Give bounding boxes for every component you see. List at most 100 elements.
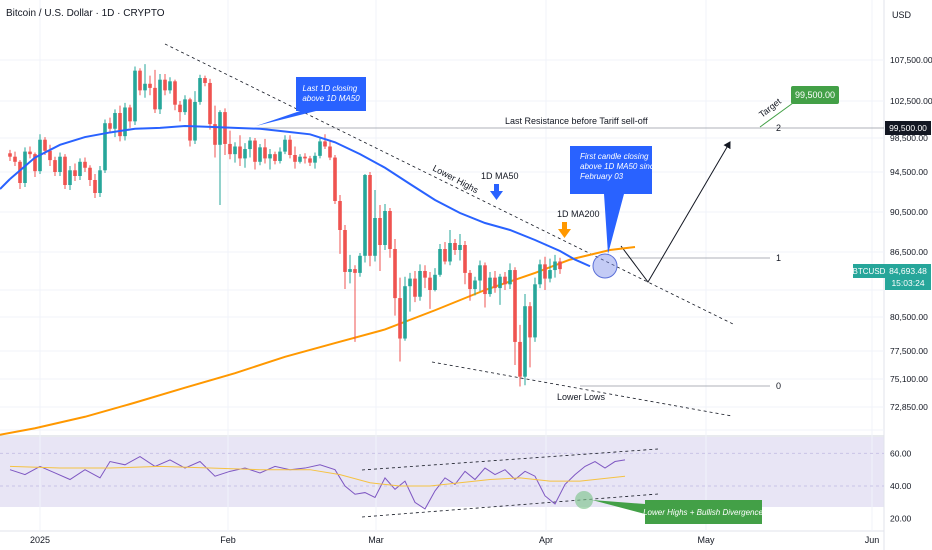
candle-body: [453, 243, 457, 250]
candle-body: [358, 255, 362, 273]
candle-body: [88, 167, 92, 180]
candle-body: [143, 83, 147, 91]
candle-body: [558, 261, 562, 270]
candle-body: [43, 139, 47, 151]
candle-body: [183, 99, 187, 113]
candle: [333, 155, 337, 204]
candle: [423, 265, 427, 289]
candle: [418, 264, 422, 301]
candle: [378, 205, 382, 271]
target-price-tag-text: 99,500.00: [889, 123, 927, 133]
candle-body: [118, 113, 122, 137]
candle: [128, 104, 132, 128]
candle: [548, 258, 552, 283]
candle: [138, 68, 142, 96]
candle-body: [113, 113, 117, 129]
candle-body: [308, 158, 312, 163]
candle-body: [313, 155, 317, 163]
candle-body: [228, 143, 232, 155]
candle-body: [33, 154, 37, 172]
candle-body: [468, 272, 472, 290]
candle-body: [368, 175, 372, 256]
candle: [553, 254, 557, 278]
current-price: 84,693.48: [889, 266, 927, 276]
rsi-tick-label: 20.00: [890, 514, 912, 524]
candle: [293, 146, 297, 169]
candle: [118, 105, 122, 142]
candle: [153, 69, 157, 114]
candle-body: [63, 156, 67, 185]
candle: [8, 149, 12, 161]
price-axis[interactable]: 107,500.00 102,500.00 98,500.00 94,500.00 90…: [890, 55, 932, 412]
first-candle-bubble: First candle closing above 1D MA50 since…: [570, 146, 661, 254]
candle-body: [278, 151, 282, 161]
candle-body: [533, 284, 537, 338]
candle: [478, 260, 482, 292]
candle: [443, 242, 447, 265]
candle: [83, 157, 87, 172]
candle-body: [493, 277, 497, 289]
candle-body: [98, 170, 102, 193]
svg-text:First candle closing abo: First candle closing above 1D MA50 since…: [580, 152, 661, 181]
candle: [558, 257, 562, 274]
last-resistance-label: Last Resistance before Tariff sell-off: [505, 116, 648, 126]
candle: [483, 262, 487, 308]
candle-body: [248, 140, 252, 150]
candle-body: [213, 124, 217, 145]
price-tick-label: 77,500.00: [890, 346, 928, 356]
candle: [438, 244, 442, 277]
candle-body: [538, 264, 542, 285]
candle: [248, 137, 252, 158]
time-axis[interactable]: 2025 Feb Mar Apr May Jun: [30, 535, 879, 545]
rsi-lower-channel: [361, 493, 659, 518]
candle: [533, 277, 537, 342]
candle-body: [148, 83, 152, 88]
candle: [513, 267, 517, 365]
last-close-line-1: Last 1D closing: [303, 84, 358, 93]
candle: [468, 270, 472, 301]
chart-title: Bitcoin / U.S. Dollar · 1D · CRYPTO: [6, 8, 165, 19]
candle: [58, 152, 62, 176]
candle-body: [273, 154, 277, 161]
candle-body: [203, 78, 207, 83]
candle-body: [298, 156, 302, 162]
candle-body: [373, 218, 377, 256]
candle: [78, 158, 82, 180]
target-connector: [759, 102, 794, 128]
candle-body: [338, 201, 342, 230]
candle-body: [413, 278, 417, 297]
candle-body: [528, 306, 532, 338]
rsi-axis[interactable]: 60.00 40.00 20.00: [890, 448, 912, 523]
rsi-upper-channel: [361, 448, 659, 471]
candle: [193, 91, 197, 144]
price-tick-label: 98,500.00: [890, 133, 928, 143]
candle-body: [208, 82, 212, 125]
candle-body: [138, 70, 142, 91]
currency-label[interactable]: USD: [892, 10, 912, 20]
candle-body: [73, 170, 77, 176]
time-tick-label: Mar: [368, 535, 384, 545]
candle: [383, 204, 387, 250]
candle-body: [383, 211, 387, 245]
candle-body: [458, 245, 462, 250]
candle: [428, 271, 432, 309]
candle: [103, 119, 107, 173]
last-close-bubble: Last 1D closing above 1D MA50: [256, 77, 366, 126]
candle-body: [133, 70, 137, 122]
candle: [433, 268, 437, 292]
candle-body: [193, 101, 197, 141]
candle: [213, 105, 217, 158]
candle-body: [158, 79, 162, 110]
time-tick-label: May: [697, 535, 715, 545]
candle-body: [243, 149, 247, 159]
candle-body: [378, 218, 382, 245]
candle-body: [438, 249, 442, 275]
candle: [408, 272, 412, 312]
candle-body: [198, 78, 202, 102]
fib-label-1: 1: [776, 253, 781, 263]
candle-body: [443, 249, 447, 262]
candle-body: [478, 265, 482, 281]
candle: [448, 230, 452, 266]
candle-body: [128, 107, 132, 122]
